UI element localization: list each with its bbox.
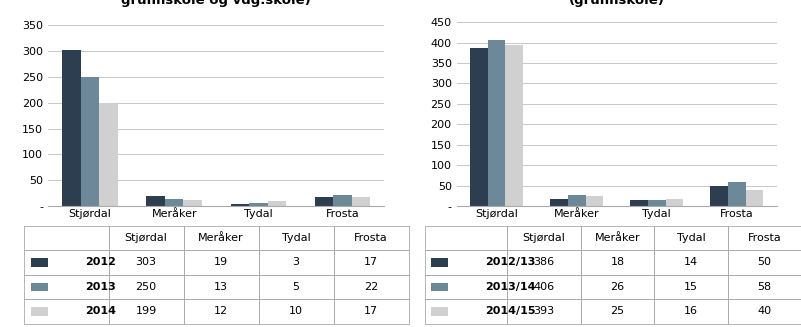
Text: 17: 17 [364,306,378,317]
Text: 2013/14: 2013/14 [485,282,535,292]
Text: Stjørdal: Stjørdal [125,233,167,243]
Bar [710,186,728,206]
Text: 3: 3 [292,257,300,267]
Bar [505,45,523,206]
Bar [431,258,448,267]
Bar [431,283,448,291]
Text: 22: 22 [364,282,378,292]
Title: Antall elever henvist (totalt – inkl. førskole,
grunnskole og vdg.skole): Antall elever henvist (totalt – inkl. fø… [53,0,380,7]
Text: Tydal: Tydal [282,233,311,243]
Text: 2014: 2014 [86,306,117,317]
Bar [550,198,568,206]
Text: 2013: 2013 [86,282,116,292]
Bar [586,196,603,206]
Bar [630,200,648,206]
Text: 303: 303 [135,257,157,267]
Text: 12: 12 [214,306,228,317]
Bar [470,48,488,206]
Bar [488,40,505,206]
Bar [81,77,99,206]
Bar [666,199,683,206]
Text: 5: 5 [292,282,300,292]
Text: 2014/15: 2014/15 [485,306,535,317]
Bar [268,201,286,206]
Text: Meråker: Meråker [594,233,640,243]
Bar [147,196,165,206]
Text: 18: 18 [610,257,625,267]
Title: Antall elever med tilrådning fra PPT
(grunnskole): Antall elever med tilrådning fra PPT (gr… [481,0,752,7]
Text: Tydal: Tydal [677,233,705,243]
Text: 250: 250 [135,282,157,292]
Bar [30,258,48,267]
Text: 199: 199 [135,306,157,317]
Text: 2012/13: 2012/13 [485,257,535,267]
Bar [249,203,268,206]
Bar [30,307,48,316]
Bar [352,197,370,206]
Text: 26: 26 [610,282,625,292]
Text: 13: 13 [214,282,228,292]
Bar [183,200,202,206]
Bar [30,283,48,291]
Text: Frosta: Frosta [747,233,781,243]
Bar [728,182,746,206]
Bar [315,197,333,206]
Bar [568,195,586,206]
Text: Meråker: Meråker [199,233,244,243]
Bar [431,307,448,316]
Text: 406: 406 [533,282,554,292]
Bar [62,50,81,206]
Text: 50: 50 [757,257,771,267]
Bar [746,190,763,206]
Text: 386: 386 [533,257,554,267]
Bar [648,200,666,206]
Text: Frosta: Frosta [354,233,388,243]
Text: 58: 58 [757,282,771,292]
Bar [165,199,183,206]
Bar [333,195,352,206]
Text: 15: 15 [684,282,698,292]
Text: 16: 16 [684,306,698,317]
Text: 14: 14 [684,257,698,267]
Text: 40: 40 [757,306,771,317]
Text: 393: 393 [533,306,554,317]
Bar [99,103,118,206]
Text: 19: 19 [214,257,228,267]
Text: 25: 25 [610,306,625,317]
Text: 17: 17 [364,257,378,267]
Text: 10: 10 [289,306,303,317]
Text: Stjørdal: Stjørdal [522,233,566,243]
Text: 2012: 2012 [86,257,116,267]
Bar [231,204,249,206]
